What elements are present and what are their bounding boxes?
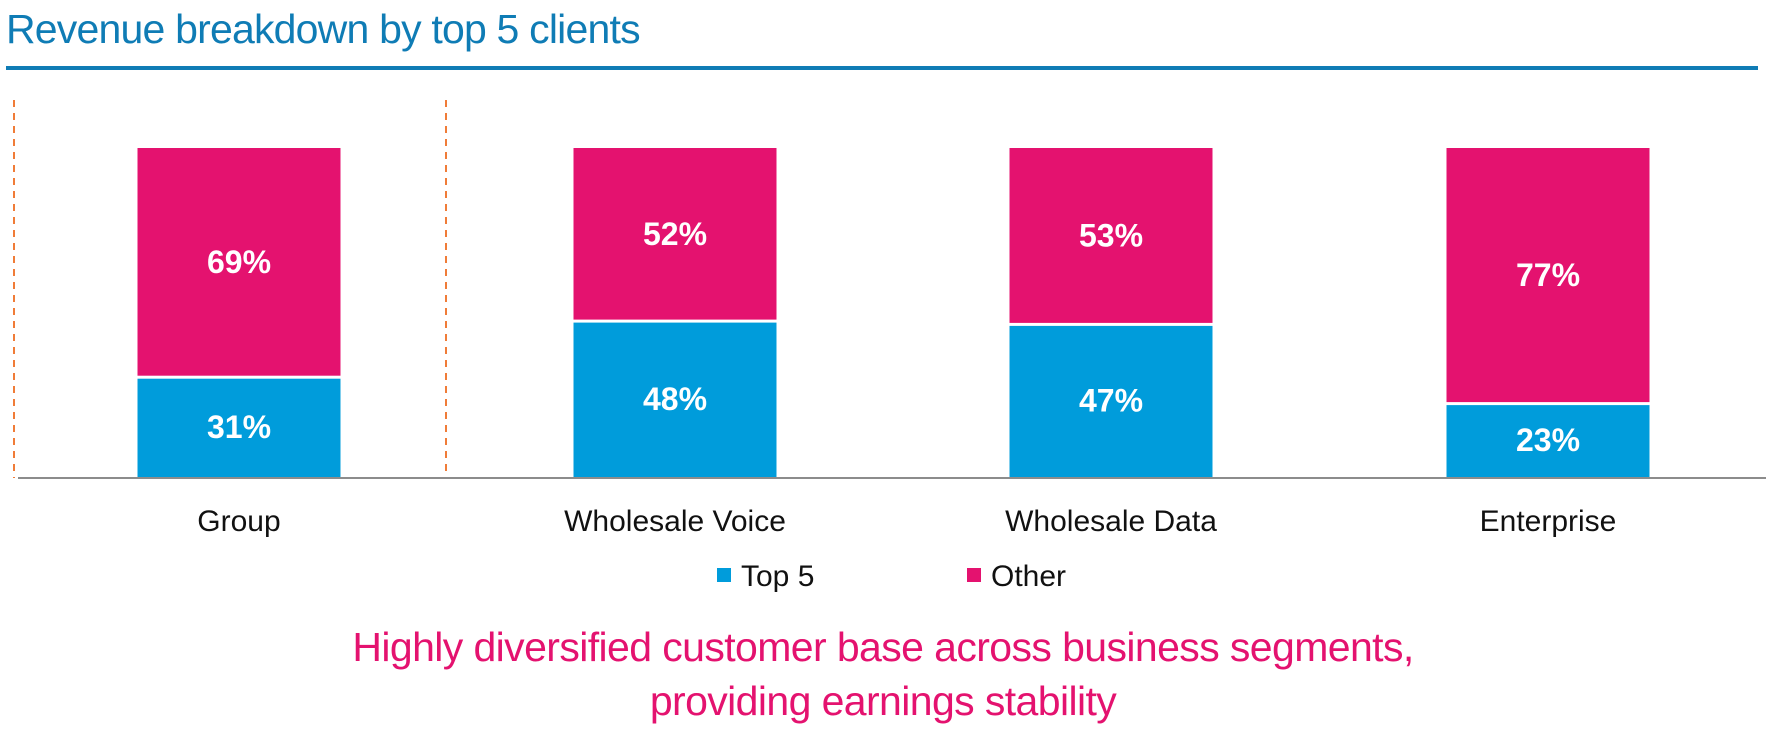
- data-label-other: 53%: [1079, 217, 1143, 253]
- bar-segment-other: [573, 148, 777, 320]
- category-label: Group: [197, 505, 280, 538]
- takeaway-text: Highly diversified customer base across …: [0, 620, 1766, 728]
- legend-label-top5: Top 5: [741, 560, 814, 593]
- data-label-top5: 31%: [207, 409, 271, 445]
- chart-title: Revenue breakdown by top 5 clients: [6, 6, 641, 52]
- bar-segment-top5: [1446, 405, 1650, 478]
- legend-label-other: Other: [991, 560, 1066, 593]
- title-underline: [6, 66, 1758, 70]
- category-label: Enterprise: [1480, 505, 1617, 538]
- bar-segment-top5: [573, 322, 777, 478]
- data-label-top5: 23%: [1516, 422, 1580, 458]
- takeaway-line-2: providing earnings stability: [649, 678, 1117, 724]
- bar-segment-other: [137, 148, 341, 376]
- category-label: Wholesale Data: [1005, 505, 1217, 538]
- data-label-other: 69%: [207, 244, 271, 280]
- stacked-bar-chart: 31% 69% Group 48% 52% Wholesale Voice 47% 53% Wh…: [13, 100, 1766, 593]
- legend-swatch-top5: [717, 568, 731, 582]
- bar-segment-other: [1446, 148, 1650, 403]
- legend-swatch-other: [967, 568, 981, 582]
- bar-segment-top5: [137, 378, 341, 478]
- data-label-other: 77%: [1516, 257, 1580, 293]
- bar-segment-other: [1009, 148, 1213, 323]
- takeaway-line-1: Highly diversified customer base across …: [352, 624, 1414, 670]
- category-label: Wholesale Voice: [564, 505, 786, 538]
- data-label-top5: 47%: [1079, 382, 1143, 418]
- data-label-other: 52%: [643, 216, 707, 252]
- data-label-top5: 48%: [643, 381, 707, 417]
- bar-segment-top5: [1009, 325, 1213, 478]
